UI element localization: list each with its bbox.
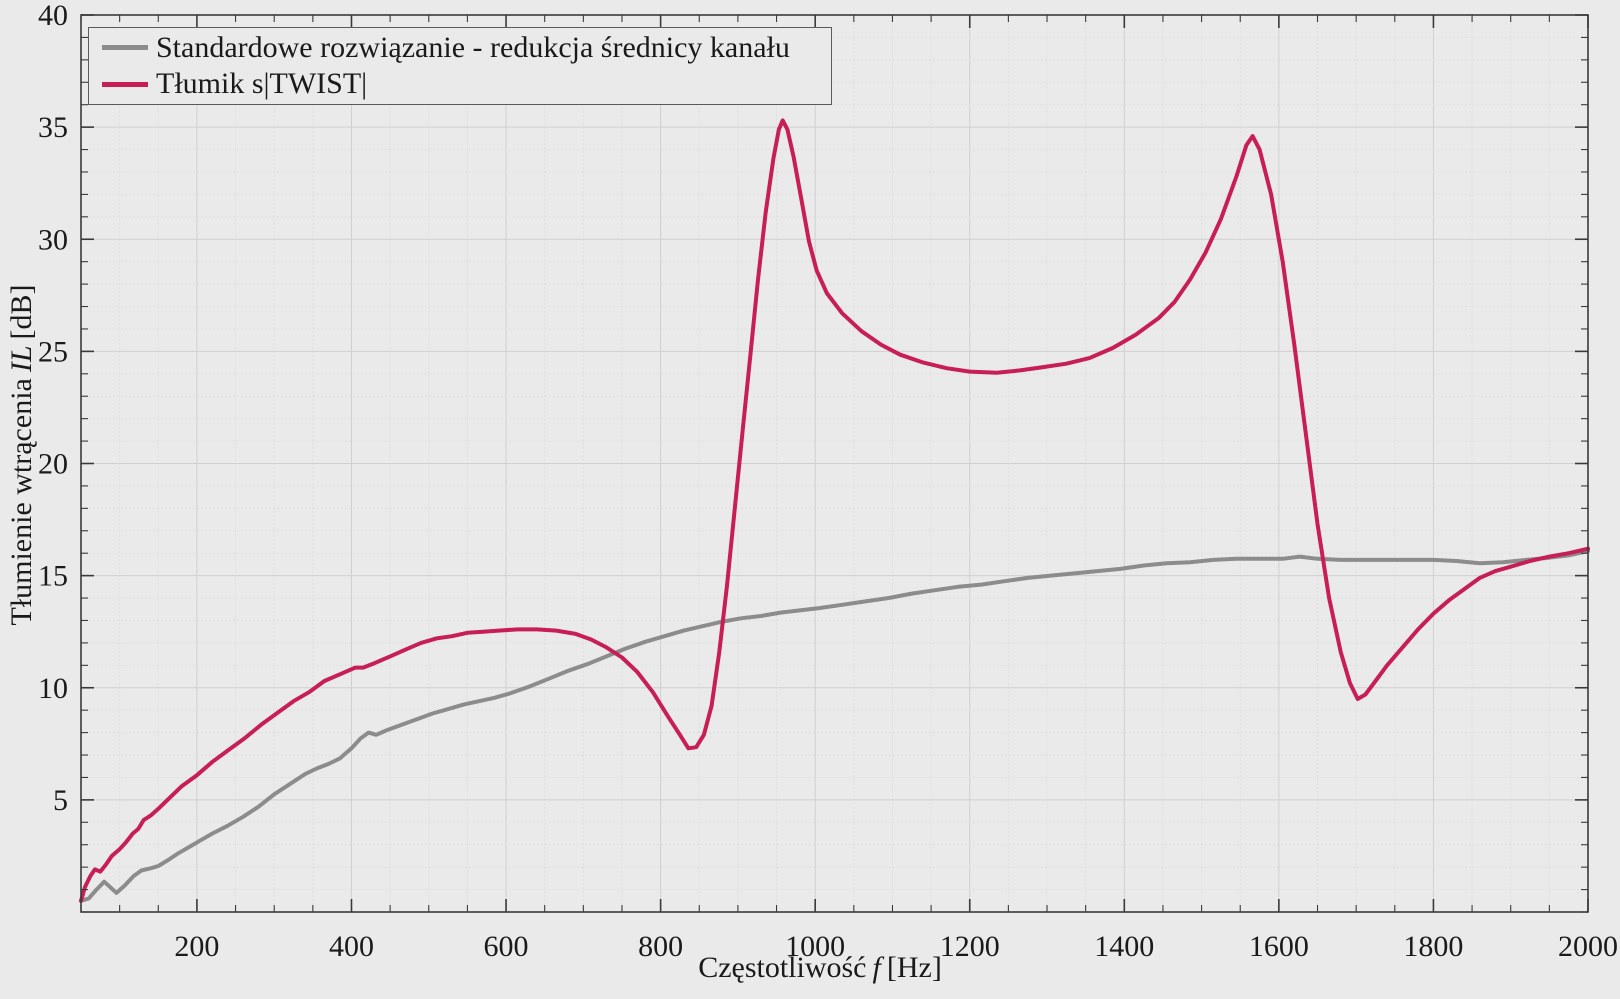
x-tick-label: 800 — [638, 930, 683, 963]
y-axis-label-symbol: IL — [5, 345, 38, 373]
x-tick-label: 600 — [484, 930, 529, 963]
legend-line-swatch-pink — [102, 81, 148, 87]
y-tick-label: 40 — [38, 0, 68, 32]
x-axis-label-text: Częstotliwość — [698, 951, 867, 984]
legend: Standardowe rozwiązanie - redukcja średn… — [88, 27, 832, 105]
y-tick-label: 5 — [53, 784, 68, 817]
legend-line-swatch-gray — [102, 45, 148, 51]
legend-label-twist: Tłumik s|TWIST| — [156, 67, 368, 101]
y-tick-label: 10 — [38, 672, 68, 705]
x-tick-label: 1800 — [1403, 930, 1463, 963]
x-axis-label-symbol: f — [872, 951, 881, 984]
x-tick-label: 1600 — [1249, 930, 1309, 963]
legend-entry-standard: Standardowe rozwiązanie - redukcja średn… — [89, 31, 831, 65]
x-tick-label: 200 — [174, 930, 219, 963]
x-tick-label: 2000 — [1558, 930, 1618, 963]
grid — [81, 15, 1588, 912]
tick-labels: 200 400 600 800 1000 1200 1400 1600 1800 2000 5 10 1… — [38, 0, 1618, 963]
series-line-0 — [79, 549, 1590, 903]
y-tick-label: 35 — [38, 111, 68, 144]
y-axis-label: Tłumienie wtrącenia IL [dB] — [5, 284, 39, 625]
series-line-1 — [79, 118, 1590, 903]
y-axis-label-text: Tłumienie wtrącenia — [5, 378, 38, 626]
x-axis-label-unit: [Hz] — [886, 951, 942, 984]
y-tick-label: 30 — [38, 223, 68, 256]
y-tick-label: 20 — [38, 448, 68, 481]
x-tick-label: 1400 — [1094, 930, 1154, 963]
y-tick-label: 15 — [38, 560, 68, 593]
y-axis-label-unit: [dB] — [5, 284, 38, 340]
tick-marks — [80, 14, 1589, 913]
legend-label-standard: Standardowe rozwiązanie - redukcja średn… — [156, 30, 790, 64]
legend-entry-twist: Tłumik s|TWIST| — [89, 67, 831, 101]
y-tick-label: 25 — [38, 335, 68, 368]
x-axis-label: Częstotliwość f [Hz] — [698, 951, 942, 985]
x-tick-label: 1000 — [785, 930, 845, 963]
x-tick-label: 400 — [329, 930, 374, 963]
x-tick-label: 1200 — [940, 930, 1000, 963]
